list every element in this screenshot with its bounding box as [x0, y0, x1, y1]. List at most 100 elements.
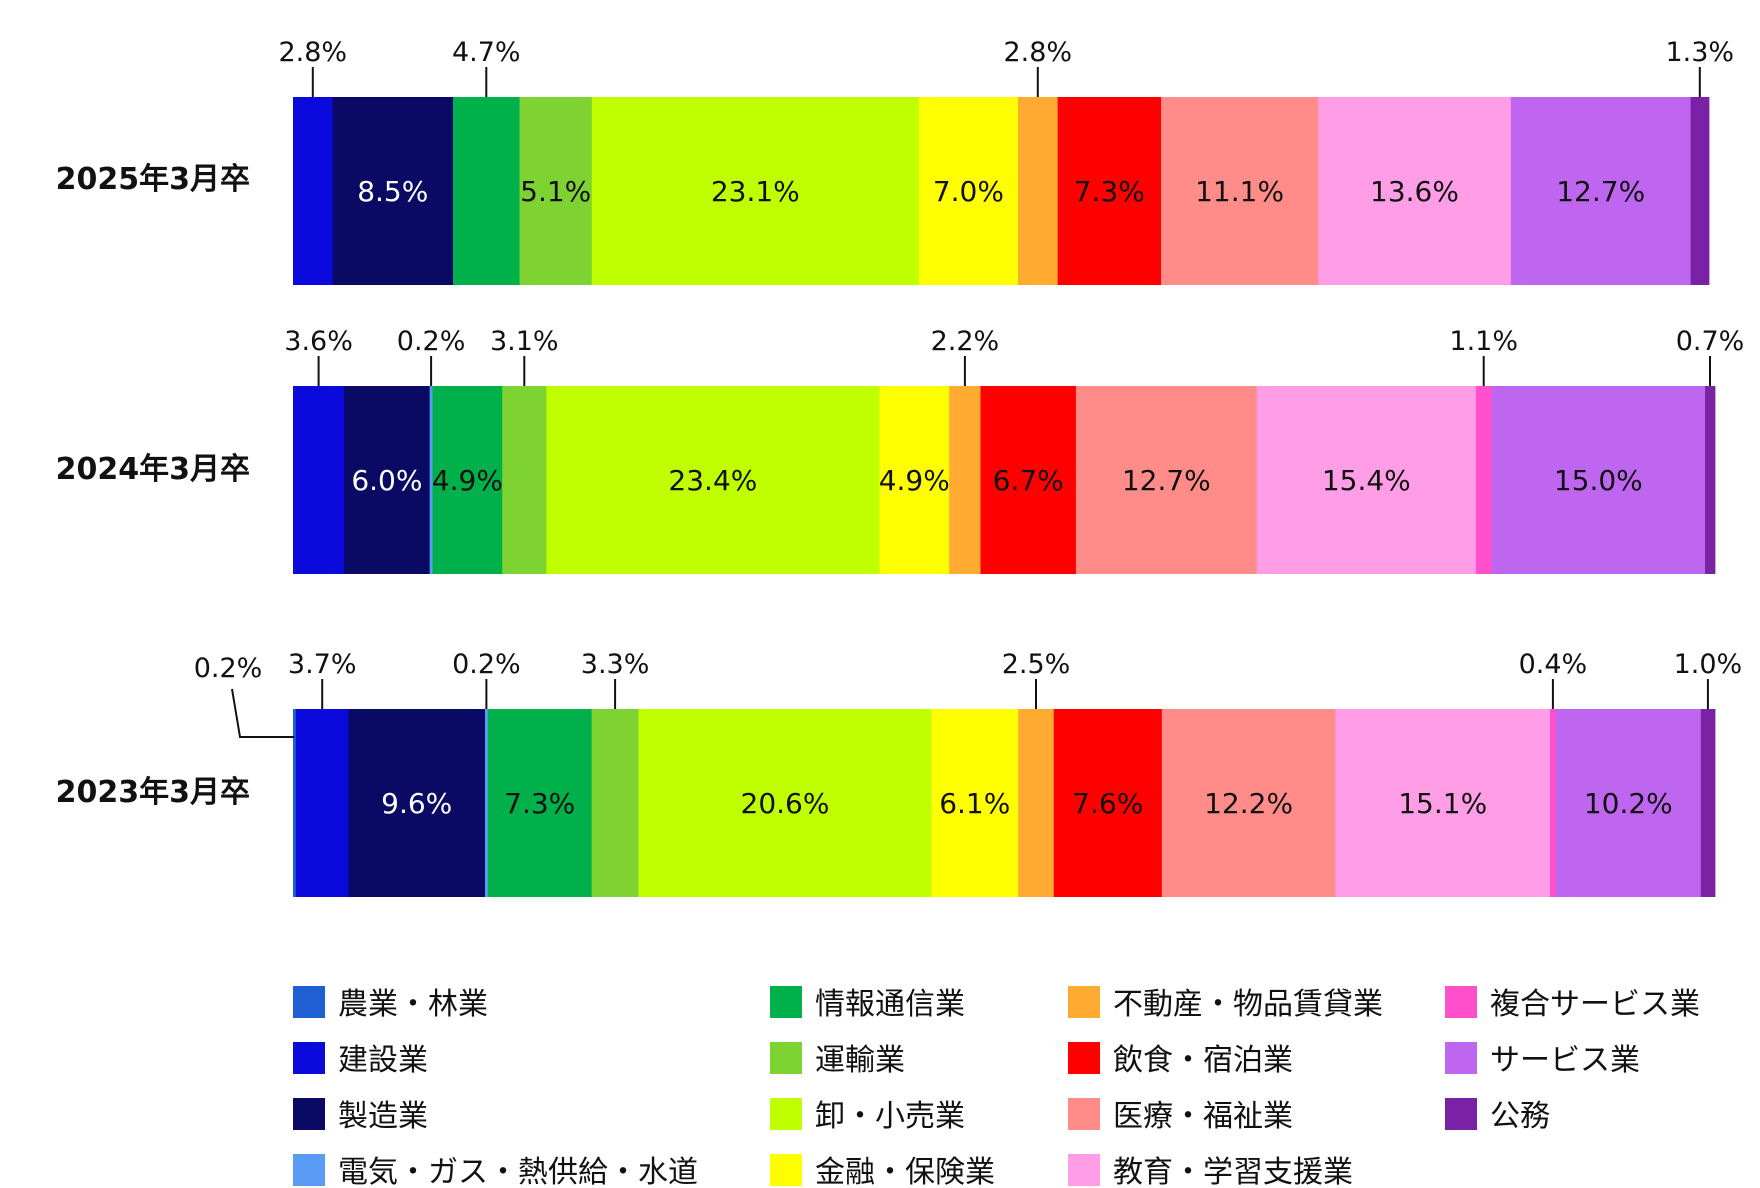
- bar-segment: [429, 386, 433, 574]
- data-label: 8.5%: [357, 175, 428, 208]
- data-label: 0.2%: [397, 326, 466, 357]
- legend-swatch: [293, 1042, 325, 1074]
- bar-segment: [980, 386, 1077, 574]
- bar-segment: [546, 386, 880, 574]
- data-label: 0.4%: [1519, 649, 1588, 680]
- legend-label: 金融・保険業: [815, 1155, 995, 1188]
- bar-segment: [1053, 709, 1163, 897]
- data-label: 15.1%: [1398, 787, 1487, 820]
- data-label: 9.6%: [381, 787, 452, 820]
- legend-swatch: [293, 986, 325, 1018]
- bar-segment: [348, 709, 486, 897]
- bar-segment: [1017, 97, 1059, 285]
- data-label: 0.2%: [452, 649, 521, 680]
- legend-label: 電気・ガス・熱供給・水道: [338, 1155, 698, 1188]
- data-label: 2.2%: [931, 326, 1000, 357]
- bar-segment: [1555, 709, 1702, 897]
- bar-segment: [1075, 386, 1258, 574]
- bar-segment: [918, 97, 1019, 285]
- legend-swatch: [1445, 986, 1477, 1018]
- bar-segment: [487, 709, 593, 897]
- legend-swatch: [293, 1154, 325, 1186]
- data-label: 4.7%: [452, 37, 521, 68]
- data-label: 6.1%: [939, 787, 1010, 820]
- data-label: 12.7%: [1122, 464, 1211, 497]
- legend-swatch: [1445, 1098, 1477, 1130]
- legend-swatch: [1068, 1154, 1100, 1186]
- bar-segment: [638, 709, 932, 897]
- bar-segment: [344, 386, 431, 574]
- data-label: 7.3%: [1074, 175, 1145, 208]
- data-label: 12.7%: [1556, 175, 1645, 208]
- data-label: 4.9%: [879, 464, 950, 497]
- data-label: 13.6%: [1370, 175, 1459, 208]
- bar-segment: [502, 386, 547, 574]
- bar-segment: [1057, 97, 1162, 285]
- legend-swatch: [1445, 1042, 1477, 1074]
- category-label: 2024年3月卒: [56, 452, 250, 487]
- bar-segment: [1335, 709, 1551, 897]
- legend-swatch: [1068, 1042, 1100, 1074]
- data-label: 3.6%: [284, 326, 353, 357]
- data-label: 0.2%: [194, 653, 263, 684]
- data-label: 0.7%: [1676, 326, 1745, 357]
- legend-swatch: [293, 1098, 325, 1130]
- data-label: 7.3%: [504, 787, 575, 820]
- bar-segment: [293, 709, 297, 897]
- data-label: 6.7%: [993, 464, 1064, 497]
- labels-layer: 2025年3月卒 2.8% 8.5% 4.7% 5.1% 23.1% 7.0% 2.8% 7.3…: [56, 37, 1745, 820]
- legend-label: 卸・小売業: [815, 1099, 965, 1134]
- data-label: 3.7%: [288, 649, 357, 680]
- bar-segment: [591, 709, 639, 897]
- bar-segment: [432, 386, 503, 574]
- data-label: 23.1%: [711, 175, 800, 208]
- data-label: 3.3%: [581, 649, 650, 680]
- data-label: 2.5%: [1002, 649, 1071, 680]
- data-label: 11.1%: [1195, 175, 1284, 208]
- bars-layer: [293, 97, 1716, 897]
- bar-segment: [931, 709, 1019, 897]
- legend-label: 飲食・宿泊業: [1113, 1043, 1293, 1078]
- data-label: 1.0%: [1674, 649, 1743, 680]
- data-label: 10.2%: [1584, 787, 1673, 820]
- data-label: 3.1%: [490, 326, 559, 357]
- legend-swatch: [770, 1042, 802, 1074]
- bar-segment: [1491, 386, 1706, 574]
- bar-segment: [591, 97, 920, 285]
- legend-swatch: [1068, 1098, 1100, 1130]
- data-label: 6.0%: [351, 464, 422, 497]
- bar-segment: [1161, 709, 1336, 897]
- bar-segment: [1018, 709, 1055, 897]
- bar-segment: [295, 709, 349, 897]
- legend-label: 情報通信業: [815, 987, 965, 1022]
- bar-segment: [1475, 386, 1492, 574]
- data-label: 7.0%: [933, 175, 1004, 208]
- data-label: 7.6%: [1072, 787, 1143, 820]
- legend-label: 農業・林業: [338, 987, 488, 1022]
- legend-label: 建設業: [338, 1043, 428, 1078]
- bar-segment: [1690, 97, 1710, 285]
- bar-segment: [453, 97, 520, 285]
- data-label: 15.0%: [1554, 464, 1643, 497]
- data-label: 20.6%: [741, 787, 830, 820]
- data-label: 2.8%: [1003, 37, 1072, 68]
- data-label: 1.1%: [1449, 326, 1518, 357]
- bar-segment: [1550, 709, 1557, 897]
- data-label: 2.8%: [278, 37, 347, 68]
- legend-label: 公務: [1490, 1099, 1550, 1134]
- legend-label: 製造業: [338, 1099, 428, 1134]
- legend-swatch: [770, 986, 802, 1018]
- bar-segment: [1318, 97, 1512, 285]
- bar-segment: [879, 386, 950, 574]
- category-label: 2023年3月卒: [56, 775, 250, 810]
- legend-label: 医療・福祉業: [1113, 1099, 1293, 1134]
- data-label: 1.3%: [1665, 37, 1734, 68]
- legend-swatch: [770, 1154, 802, 1186]
- bar-segment: [484, 709, 489, 897]
- bar-segment: [293, 386, 345, 574]
- bar-segment: [1705, 386, 1716, 574]
- data-label: 12.2%: [1204, 787, 1293, 820]
- category-label: 2025年3月卒: [56, 162, 250, 197]
